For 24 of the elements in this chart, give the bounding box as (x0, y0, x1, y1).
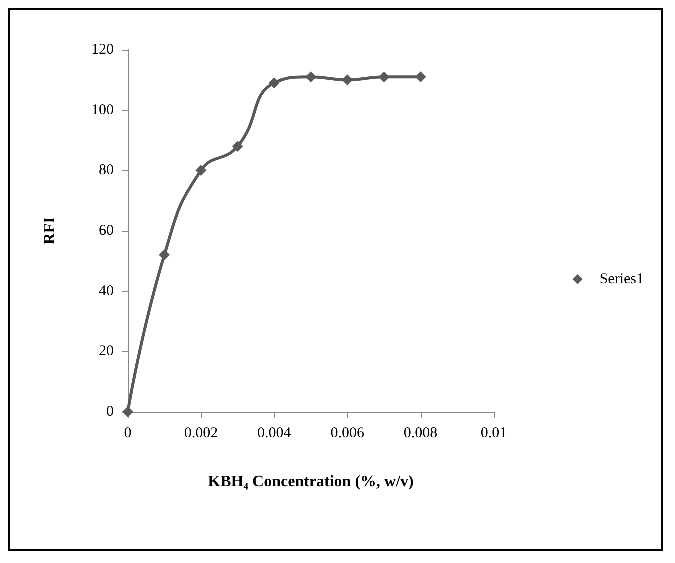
y-tick-label: 20 (99, 344, 114, 360)
x-tick-label: 0.006 (330, 426, 365, 442)
y-tick-label: 100 (92, 102, 114, 118)
x-tick-label: 0.01 (480, 426, 508, 442)
y-tick-label: 80 (99, 162, 114, 179)
y-tick-label: 120 (92, 42, 114, 58)
x-tick-label: 0.004 (258, 426, 292, 442)
y-tick-label: 40 (99, 283, 114, 300)
point (342, 74, 354, 86)
y-tick-label: 0 (106, 404, 114, 420)
legend-label: Series1 (600, 272, 644, 288)
x-axis-title: KBH₄ Concentration (%, w/v) (208, 474, 414, 490)
point (196, 165, 207, 176)
point (306, 72, 316, 83)
x-tick-label: 0.008 (404, 426, 438, 442)
point (232, 141, 244, 152)
point (378, 72, 390, 83)
x-tick-label: 0.002 (184, 426, 218, 442)
point (159, 250, 170, 261)
point (415, 72, 426, 83)
y-tick-label: 60 (99, 223, 114, 239)
y-axis-title: RFI (42, 217, 58, 245)
x-tick-label: 0 (124, 426, 132, 442)
point (268, 78, 280, 89)
